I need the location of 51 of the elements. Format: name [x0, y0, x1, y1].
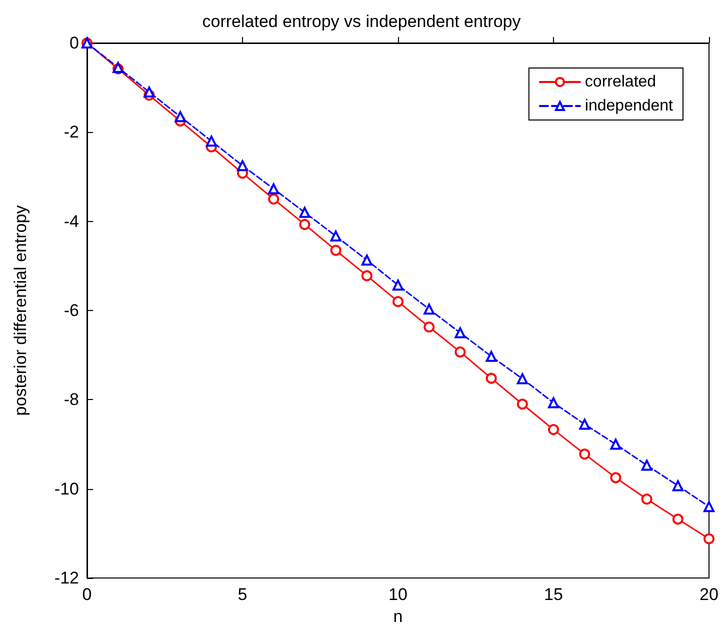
point — [672, 514, 684, 525]
point — [361, 270, 372, 282]
point — [516, 398, 528, 410]
point — [361, 254, 372, 266]
x-tick-label: 0 — [82, 585, 92, 604]
point — [268, 183, 280, 194]
point — [704, 533, 714, 544]
point — [704, 501, 714, 512]
x-tick-label: 20 — [700, 585, 718, 604]
point — [237, 160, 248, 172]
point — [486, 372, 497, 384]
x-tick-label: 10 — [388, 585, 408, 604]
y-tick-label: -8 — [64, 390, 79, 410]
point — [486, 350, 497, 362]
point — [641, 494, 652, 505]
point — [424, 322, 435, 332]
point — [392, 296, 404, 308]
point — [454, 327, 466, 338]
point — [610, 472, 622, 484]
point — [579, 448, 590, 460]
x-axis-title: n — [393, 606, 403, 626]
point — [516, 373, 528, 384]
point — [392, 280, 404, 291]
y-tick-label: -12 — [54, 568, 79, 588]
chart-title: correlated entropy vs independent entropy — [202, 12, 522, 31]
point — [610, 438, 622, 450]
point — [330, 244, 342, 256]
y-tick-label: -4 — [64, 212, 79, 231]
point — [268, 194, 280, 205]
point — [299, 206, 310, 218]
x-tick-label: 5 — [238, 585, 248, 604]
x-tick-label: 15 — [544, 585, 563, 604]
point — [641, 460, 652, 471]
point — [330, 230, 342, 242]
y-tick-label: 0 — [70, 34, 79, 52]
point — [206, 136, 217, 147]
point — [579, 418, 590, 430]
y-tick-label: -2 — [64, 122, 79, 142]
point — [548, 424, 559, 436]
point — [174, 111, 186, 122]
point — [454, 346, 466, 358]
y-tick-label: -6 — [64, 301, 79, 320]
point — [144, 86, 155, 98]
point — [672, 480, 684, 492]
legend-label: correlated — [584, 74, 656, 90]
point — [299, 218, 310, 230]
y-tick-label: -10 — [54, 479, 79, 498]
point — [548, 397, 559, 408]
y-axis-title: posterior differential entropy — [11, 204, 30, 416]
legend-label: independent — [584, 98, 674, 114]
point — [424, 304, 435, 315]
